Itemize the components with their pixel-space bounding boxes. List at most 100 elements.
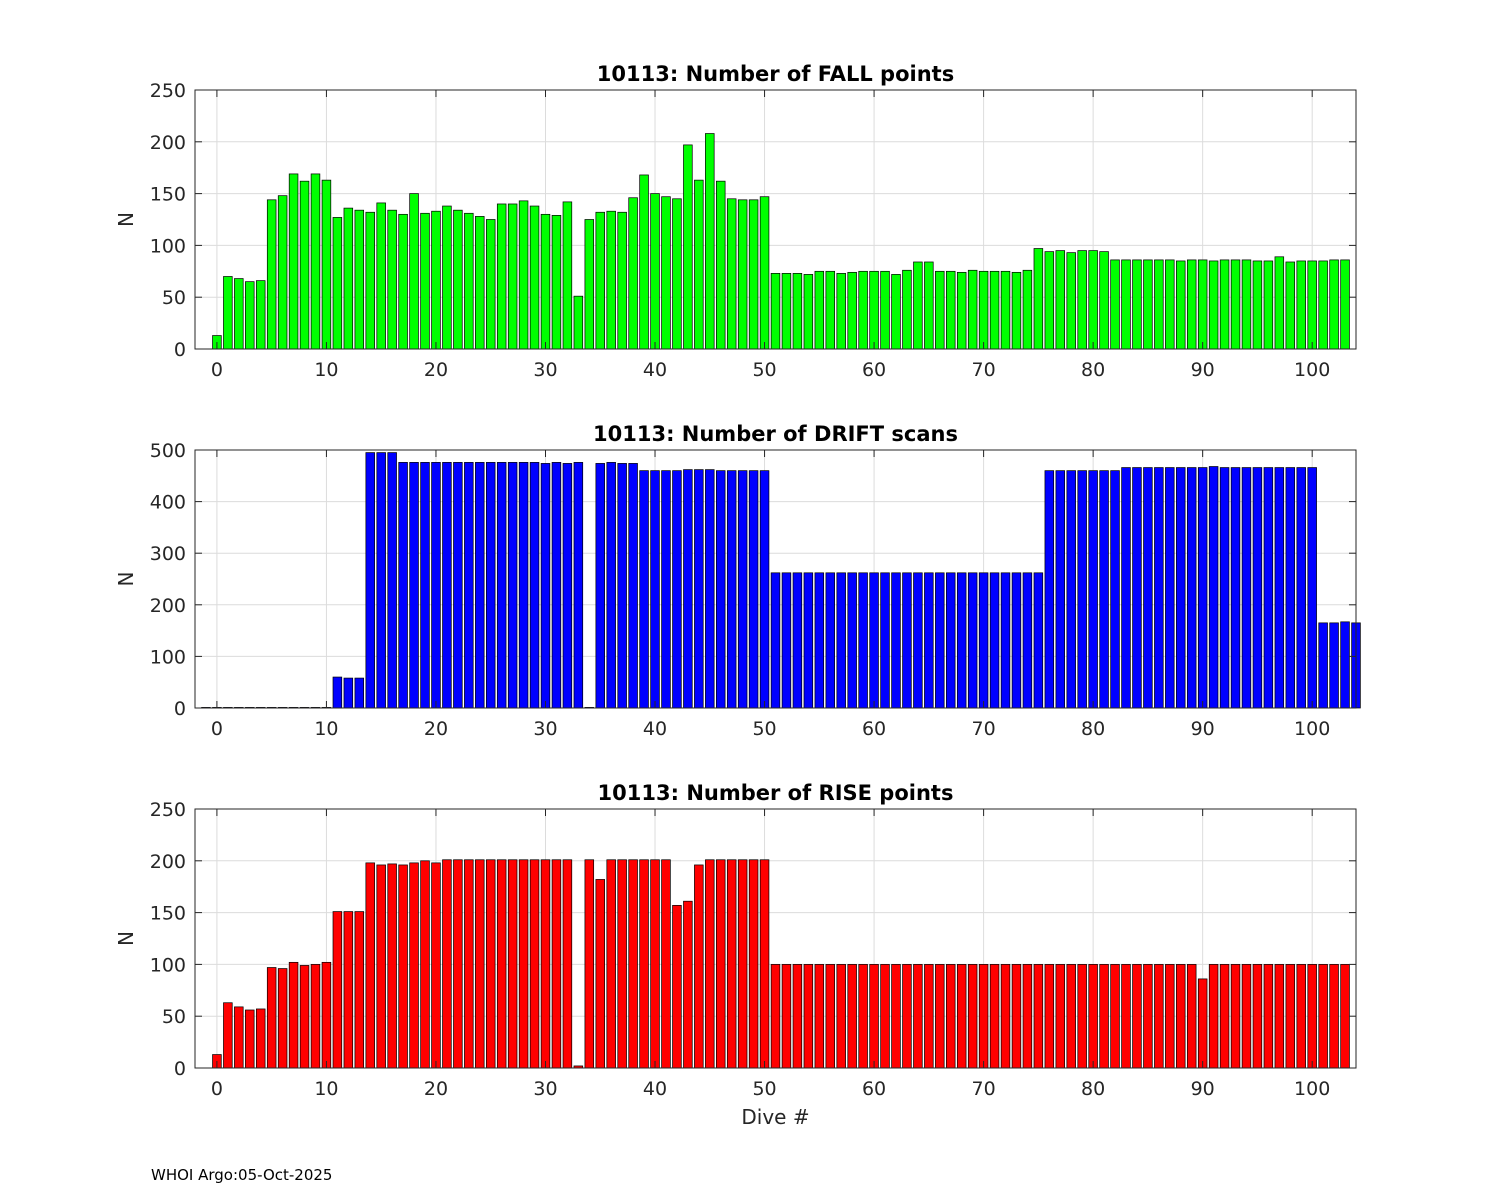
bar <box>836 273 846 350</box>
bar <box>759 470 770 709</box>
bar <box>836 964 846 1069</box>
bar <box>683 144 693 350</box>
bar <box>628 197 638 350</box>
bar <box>1186 964 1197 1069</box>
bar <box>683 469 693 709</box>
bar <box>716 859 726 1069</box>
bar <box>507 203 518 350</box>
x-tick-label: 20 <box>424 718 448 740</box>
bar <box>1121 964 1131 1069</box>
bar <box>628 859 638 1069</box>
footer-stamp: WHOI Argo:05-Oct-2025 <box>151 1166 333 1184</box>
bar <box>595 879 605 1069</box>
bar <box>891 964 901 1069</box>
bars <box>212 133 1350 350</box>
bar <box>1088 250 1098 350</box>
bar <box>1055 964 1066 1069</box>
bar <box>1165 467 1175 709</box>
bar <box>1077 250 1087 350</box>
bar <box>1099 470 1109 709</box>
bar <box>639 470 649 709</box>
chart-title: 10113: Number of RISE points <box>598 781 954 805</box>
bar <box>1055 250 1066 350</box>
bar <box>485 219 496 350</box>
bar <box>442 205 452 350</box>
bar <box>475 216 485 350</box>
bar <box>978 270 989 350</box>
bar <box>1186 467 1197 709</box>
x-tick-label: 20 <box>424 359 448 381</box>
bar <box>825 572 835 709</box>
bar <box>529 462 540 709</box>
x-tick-label: 80 <box>1081 359 1105 381</box>
bar <box>1263 260 1274 350</box>
bar <box>628 463 638 709</box>
bar <box>748 859 759 1069</box>
bar <box>1329 964 1339 1069</box>
bar <box>255 280 266 350</box>
bar <box>606 210 616 350</box>
x-tick-label: 80 <box>1081 1078 1105 1100</box>
bar <box>496 462 507 709</box>
bar <box>507 462 518 709</box>
y-tick-label: 500 <box>150 440 186 462</box>
bar <box>989 964 1000 1069</box>
bar <box>1022 572 1033 709</box>
bar <box>803 964 814 1069</box>
bar <box>420 860 430 1069</box>
bar <box>1000 964 1011 1069</box>
bar <box>716 180 726 350</box>
bar <box>332 676 343 709</box>
bar <box>453 859 463 1069</box>
bar <box>1340 259 1350 350</box>
chart-panel-2: 0 100 200 300 400 500 0 10 20 30 40 50 60 70 80 90 100 10… <box>114 422 1361 740</box>
bar <box>759 859 770 1069</box>
bar <box>485 859 496 1069</box>
bar <box>1219 259 1230 350</box>
bar <box>1000 270 1011 350</box>
bar <box>1241 467 1252 709</box>
x-tick-label: 0 <box>211 359 223 381</box>
bar <box>485 462 496 709</box>
bar <box>737 470 748 709</box>
bar <box>803 572 814 709</box>
x-tick-label: 80 <box>1081 718 1105 740</box>
bar <box>705 859 715 1069</box>
bar <box>935 572 945 709</box>
bar <box>770 964 781 1069</box>
x-tick-label: 10 <box>314 1078 338 1100</box>
bar <box>551 462 562 709</box>
bar <box>869 964 879 1069</box>
bar <box>343 207 354 350</box>
bar <box>617 859 627 1069</box>
bar <box>475 859 485 1069</box>
bar <box>1307 467 1317 709</box>
bar <box>1033 248 1044 350</box>
bar <box>1154 964 1164 1069</box>
bar <box>792 572 803 709</box>
bar <box>365 452 375 709</box>
bar <box>650 859 660 1069</box>
bar <box>639 859 649 1069</box>
y-tick-label: 200 <box>150 132 186 154</box>
bar <box>759 196 770 350</box>
y-tick-label: 100 <box>150 954 186 976</box>
y-tick-label: 100 <box>150 235 186 257</box>
bar <box>847 964 857 1069</box>
bar <box>420 462 430 709</box>
bar <box>551 215 562 350</box>
tick-labels: 0 50 100 150 200 250 0 10 20 30 40 50 60 70 80 90 100 <box>150 80 1331 381</box>
x-tick-label: 90 <box>1191 1078 1215 1100</box>
bar <box>496 203 507 350</box>
bar <box>1241 259 1252 350</box>
bar <box>409 862 419 1069</box>
bar <box>518 200 529 350</box>
bar <box>562 463 573 709</box>
bar <box>803 274 814 350</box>
bar <box>1110 470 1120 709</box>
bar <box>1230 259 1241 350</box>
bar <box>1219 964 1230 1069</box>
x-tick-label: 10 <box>314 718 338 740</box>
bar <box>748 199 759 350</box>
